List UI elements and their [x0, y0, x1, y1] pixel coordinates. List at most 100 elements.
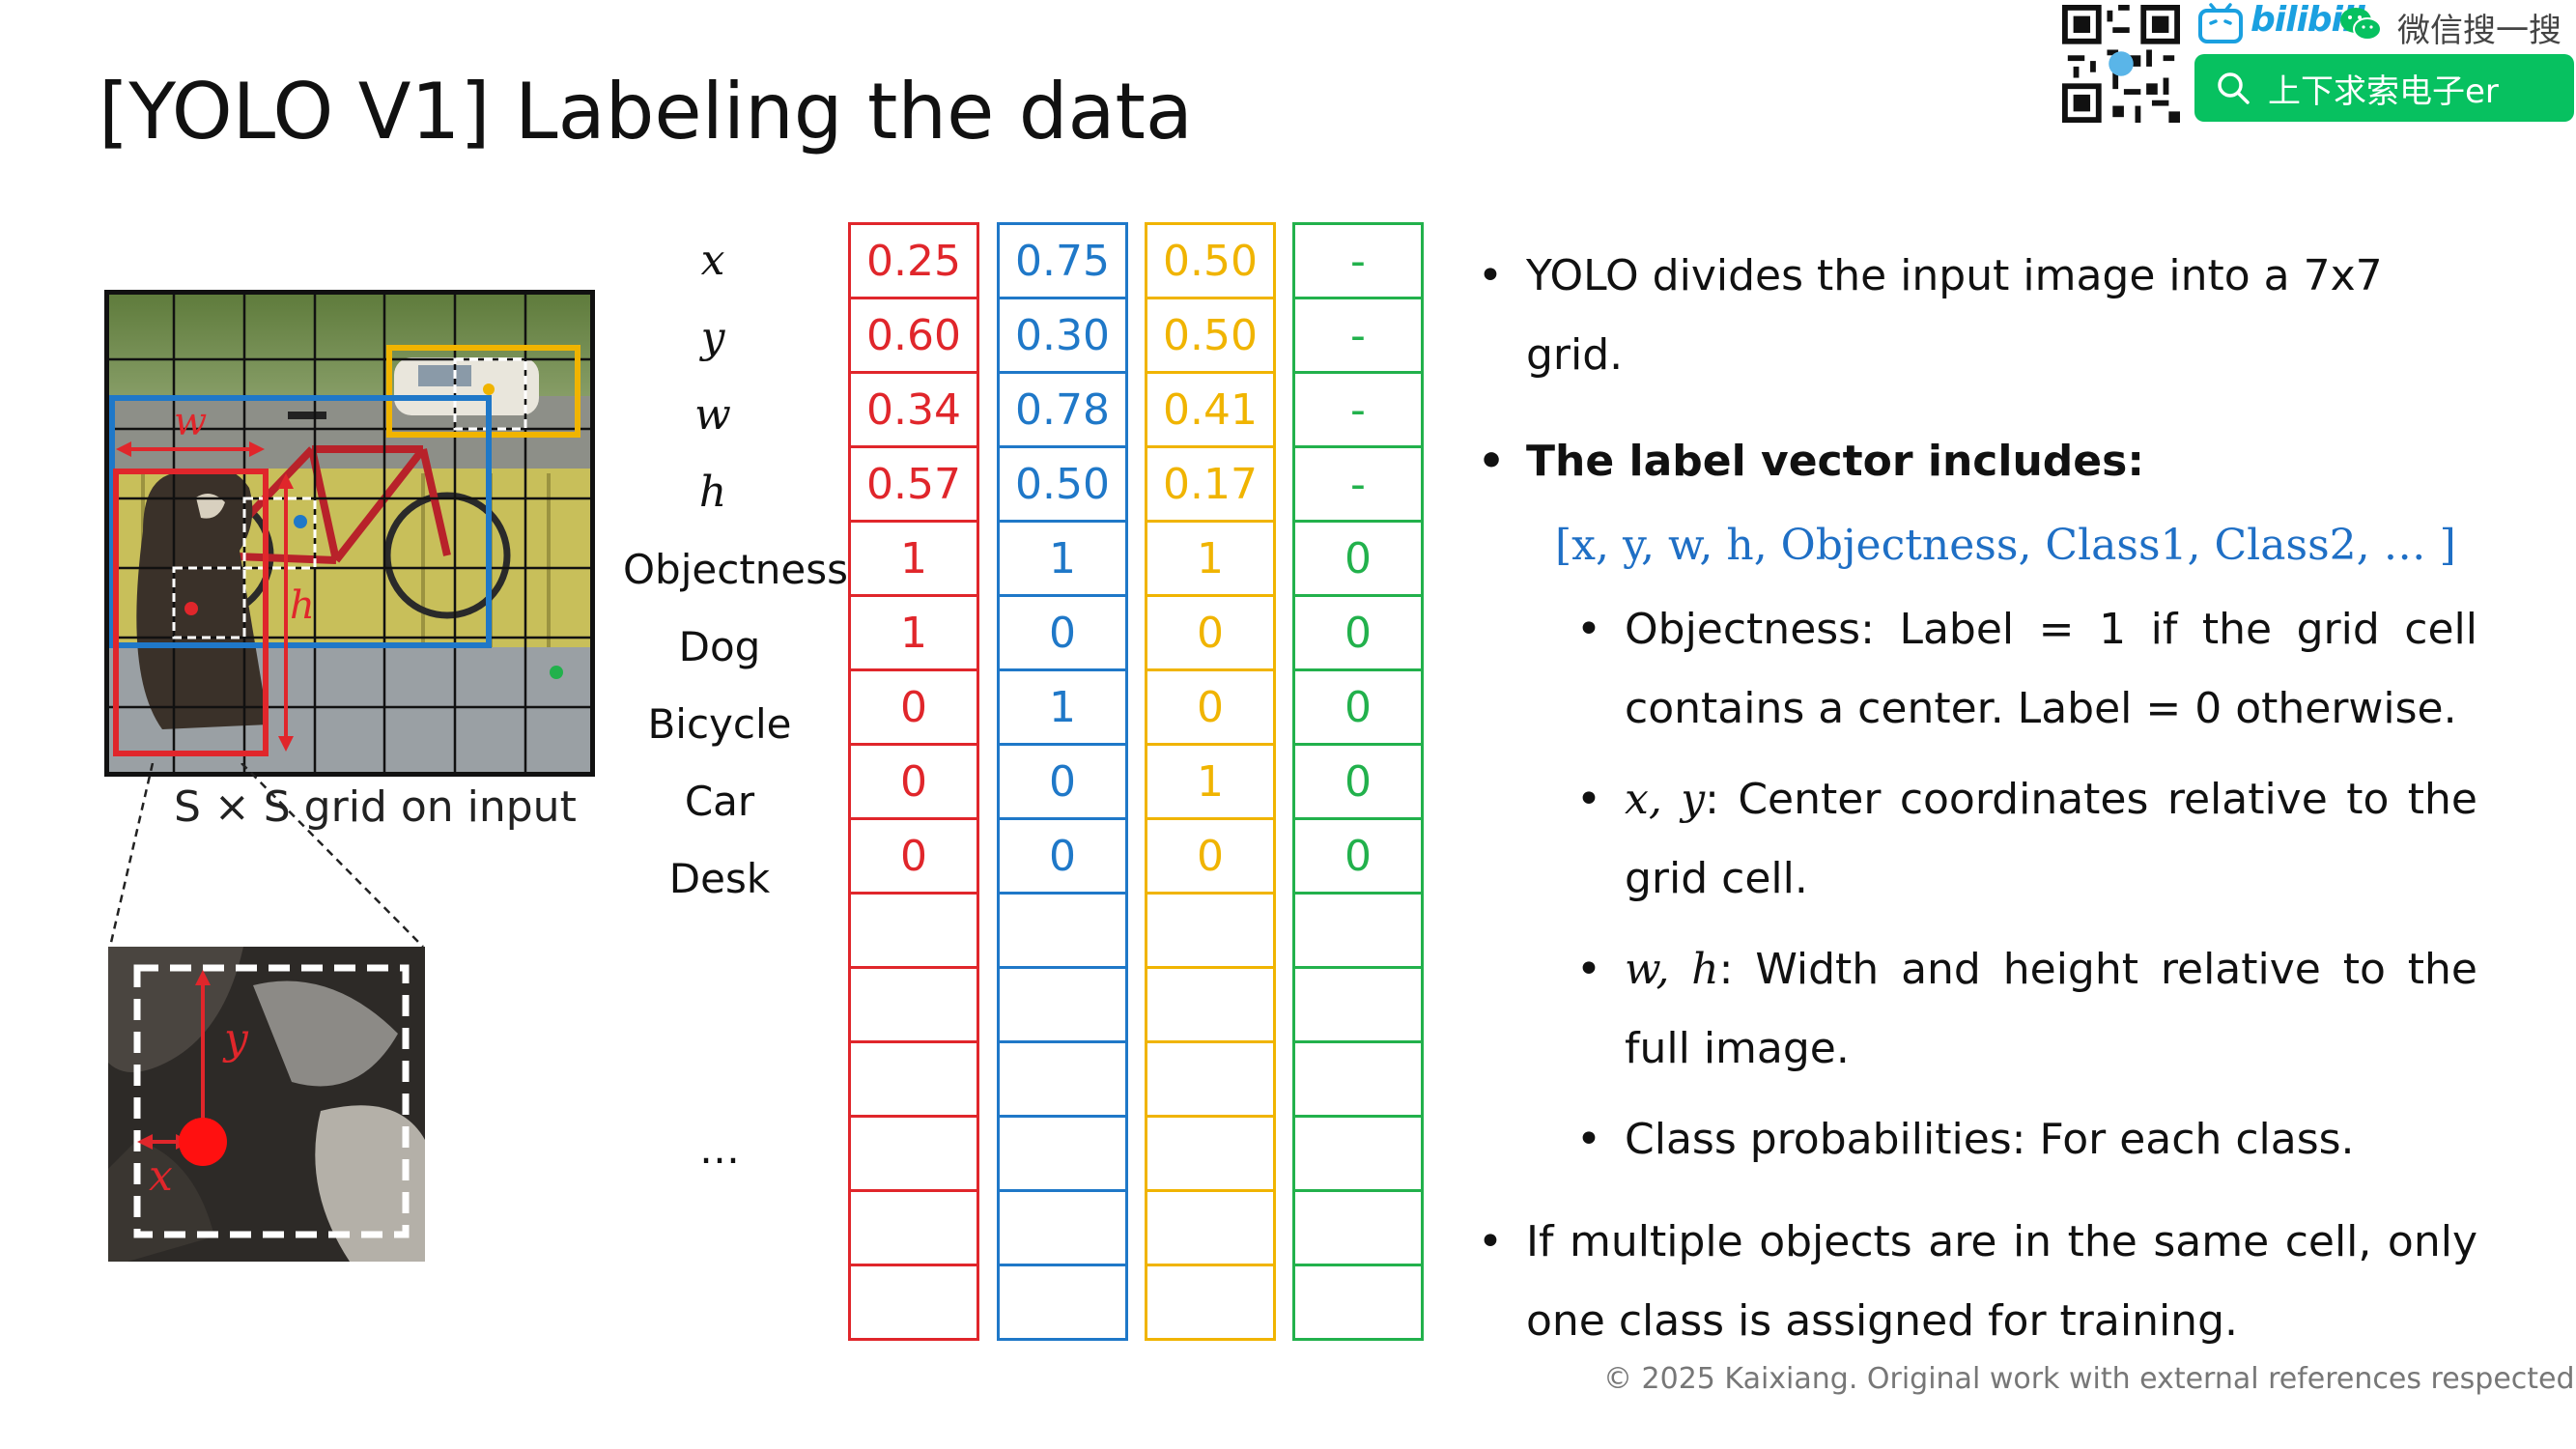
vector-cell: 0	[997, 743, 1128, 820]
row-label-desk: Desk	[668, 855, 771, 902]
row-label-w: w	[694, 390, 731, 440]
explanation-text: YOLO divides the input image into a 7x7 …	[1478, 237, 2477, 1361]
vector-cell: 0	[1292, 668, 1424, 746]
vector-cell: 0	[1145, 817, 1276, 895]
vector-cell: 0.17	[1145, 445, 1276, 523]
vector-cell: 0.50	[1145, 222, 1276, 299]
vector-cell: 0	[1292, 743, 1424, 820]
sub-bullet-objectness: Objectness: Label = 1 if the grid cell c…	[1478, 590, 2477, 749]
grid-caption: S × S grid on input	[174, 782, 577, 832]
y-label: y	[222, 1014, 249, 1064]
sub-bullet-wh: w, h: Width and height relative to the f…	[1478, 930, 2477, 1089]
wechat-search-text: 微信搜一搜	[2397, 12, 2562, 50]
vector-cell	[997, 1115, 1128, 1192]
vector-cell: 1	[848, 520, 979, 597]
vector-cell: 0	[1292, 594, 1424, 671]
row-label-y: y	[700, 313, 725, 362]
grid-photo-illustration: w h	[104, 290, 595, 777]
xy-text: : Center coordinates relative to the gri…	[1625, 775, 2477, 903]
zoom-guide-lines	[108, 763, 424, 948]
wh-math: w, h	[1625, 945, 1719, 994]
copyright-footer: © 2025 Kaixiang. Original work with exte…	[1603, 1362, 2576, 1396]
vector-cell: 0.30	[997, 297, 1128, 374]
row-label-dog: Dog	[678, 623, 761, 670]
vector-cell	[1145, 1115, 1276, 1192]
sub-bullet-xy: x, y: Center coordinates relative to the…	[1478, 760, 2477, 919]
vector-cell	[997, 892, 1128, 969]
qr-code-icon	[2062, 5, 2180, 123]
vector-cell	[1292, 1115, 1424, 1192]
vector-cell	[1145, 892, 1276, 969]
vector-cell: 0.50	[1145, 297, 1276, 374]
vector-cell: 0.34	[848, 371, 979, 448]
vector-cell	[1145, 1264, 1276, 1341]
vector-cell: 0	[997, 817, 1128, 895]
wh-text: : Width and height relative to the full …	[1625, 945, 2477, 1073]
vector-cell: -	[1292, 445, 1424, 523]
vector-cell: 0.41	[1145, 371, 1276, 448]
row-label-bicycle: Bicycle	[647, 700, 792, 748]
vector-cell: 0.78	[997, 371, 1128, 448]
vector-cell	[848, 892, 979, 969]
vector-cell	[1145, 966, 1276, 1043]
w-label: w	[174, 400, 207, 444]
vector-cell	[997, 1264, 1128, 1341]
vector-cell: 1	[1145, 520, 1276, 597]
vector-cell	[1145, 1040, 1276, 1118]
vector-cell	[1145, 1189, 1276, 1266]
vector-cell: 0	[848, 817, 979, 895]
vector-cell: 0	[997, 594, 1128, 671]
vector-cell: -	[1292, 222, 1424, 299]
vector-cell: 1	[848, 594, 979, 671]
search-icon	[2218, 72, 2250, 104]
vector-cell: 0	[848, 668, 979, 746]
vector-cell	[1292, 1040, 1424, 1118]
h-label: h	[290, 583, 315, 628]
vector-cell: -	[1292, 297, 1424, 374]
vector-cell	[848, 1040, 979, 1118]
label-vector-car-cell: 0.50 0.50 0.41 0.17 1 0 0 1 0	[1145, 222, 1276, 1341]
row-label-x: x	[700, 236, 725, 285]
vector-cell	[997, 966, 1128, 1043]
vector-cell	[848, 1189, 979, 1266]
vector-cell	[997, 1189, 1128, 1266]
bullet-multiple-objects: If multiple objects are in the same cell…	[1478, 1203, 2477, 1361]
wechat-icon	[2340, 8, 2382, 41]
vector-cell: 0.25	[848, 222, 979, 299]
vector-cell	[848, 1115, 979, 1192]
search-text: 上下求索电子er	[2268, 71, 2499, 111]
row-label-car: Car	[684, 778, 755, 825]
vector-cell: 0	[1145, 668, 1276, 746]
vector-cell	[1292, 1264, 1424, 1341]
row-label-h: h	[698, 468, 727, 517]
vector-cell: 0.57	[848, 445, 979, 523]
vector-cell: 0	[1145, 594, 1276, 671]
vector-cell: 0.60	[848, 297, 979, 374]
bullet-label-vector: The label vector includes:	[1478, 422, 2477, 501]
vector-cell	[848, 1264, 979, 1341]
page-title: [YOLO V1] Labeling the data	[99, 67, 1193, 156]
vector-cell	[1292, 1189, 1424, 1266]
bilibili-tv-icon	[2198, 3, 2243, 43]
bullet-grid: YOLO divides the input image into a 7x7 …	[1478, 237, 2477, 395]
vector-cell	[1292, 966, 1424, 1043]
row-label-objectness: Objectness	[623, 546, 849, 593]
vector-cell: 0	[1292, 520, 1424, 597]
sub-bullet-class-prob: Class probabilities: For each class.	[1478, 1100, 2477, 1179]
vector-cell	[997, 1040, 1128, 1118]
vector-cell: 0	[1292, 817, 1424, 895]
x-label: x	[149, 1151, 173, 1201]
vector-cell: 0.50	[997, 445, 1128, 523]
zoomed-cell-illustration: y x	[108, 947, 425, 1262]
label-vector-formula: [x, y, w, h, Objectness, Class1, Class2,…	[1555, 521, 2456, 570]
vector-cell	[848, 966, 979, 1043]
vector-cell	[1292, 892, 1424, 969]
vector-cell: 1	[1145, 743, 1276, 820]
vector-cell: 0	[848, 743, 979, 820]
label-vector-bicycle-cell: 0.75 0.30 0.78 0.50 1 0 1 0 0	[997, 222, 1128, 1341]
label-vector-dog-cell: 0.25 0.60 0.34 0.57 1 1 0 0 0	[848, 222, 979, 1341]
row-label-ellipsis: …	[699, 1125, 740, 1173]
vector-cell: -	[1292, 371, 1424, 448]
search-bar[interactable]: 上下求索电子er	[2194, 54, 2574, 122]
